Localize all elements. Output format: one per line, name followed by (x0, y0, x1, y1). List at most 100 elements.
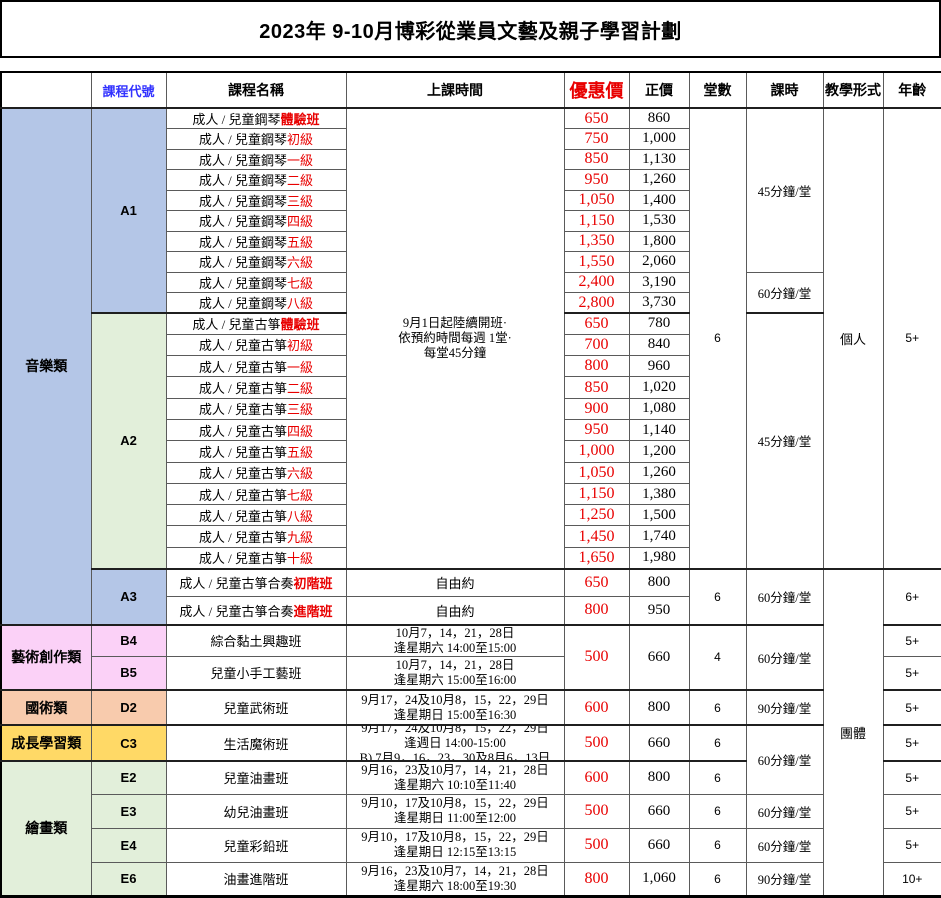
course-name-cell: 成人 / 兒童古箏合奏初階班 (165, 567, 347, 598)
course-code-a3: A3 (90, 567, 167, 626)
schedule-line: 逢星期六 10:10至11:40 (393, 777, 517, 792)
lessons-count-cell: 6 (688, 827, 747, 863)
regular-price-cell: 660 (628, 623, 690, 691)
course-name-prefix: 成人 / 兒童古箏 (192, 317, 281, 333)
course-level-label: 八級 (287, 508, 314, 524)
regular-price-cell: 1,500 (628, 504, 690, 527)
duration-cell: 60分鐘/堂 (745, 567, 824, 626)
duration-cell: 60分鐘/堂 (745, 623, 824, 691)
course-table: 課程代號 課程名稱 上課時間 優惠價 正價 堂數 課時 教學形式 年齡 音樂類 … (0, 71, 941, 898)
table-row: 國術類 D2 兒童武術班 9月17，24及10月8，15，22，29日 逢星期日 … (0, 689, 941, 726)
lessons-count-cell: 6 (688, 861, 747, 897)
regular-price-cell: 1,080 (628, 397, 690, 420)
course-name-prefix: 成人 / 兒童鋼琴 (198, 173, 288, 189)
discount-price-cell: 850 (563, 376, 630, 399)
duration-cell: 60分鐘/堂 (745, 724, 824, 795)
table-row: E3 幼兒油畫班 9月10，17及10月8，15，22，29日 逢星期日 11:0… (1, 793, 941, 829)
discount-price-cell: 1,150 (563, 482, 630, 506)
duration-cell: 45分鐘/堂 (745, 312, 824, 570)
age-cell: 5+ (882, 724, 941, 762)
teaching-format-individual-cell: 個人 (822, 107, 884, 570)
course-name-prefix: 成人 / 兒童鋼琴 (198, 214, 288, 230)
course-name-cell: 兒童油畫班 (165, 760, 347, 795)
course-level-label: 初級 (287, 132, 314, 148)
discount-price-cell: 600 (563, 760, 630, 795)
regular-price-cell: 950 (628, 596, 690, 626)
table-row: 成人 / 兒童古箏七級 1,150 1,380 (1, 482, 941, 506)
schedule-cell: 9月16，23及10月7，14，21，28日 逢星期六 18:00至19:30 (345, 861, 565, 897)
lessons-count-cell: 6 (688, 567, 747, 626)
regular-price-cell: 660 (628, 724, 690, 762)
regular-price-cell: 1,000 (628, 128, 690, 150)
course-level-label: 七級 (287, 487, 314, 503)
schedule-cell: 9月17，24及10月8，15，22，29日 逢週日 14:00-15:00 B) … (345, 724, 565, 762)
course-name-cell: 成人 / 兒童古箏八級 (165, 504, 347, 527)
course-level-label: 二級 (287, 173, 314, 189)
schedule-line: 逢星期六 14:00至15:00 (393, 640, 517, 655)
course-name-prefix: 成人 / 兒童古箏 (198, 402, 288, 418)
schedule-line: 逢星期六 18:00至19:30 (393, 878, 517, 893)
discount-price-cell: 750 (563, 128, 630, 150)
course-name-cell: 綜合黏土興趣班 (165, 623, 347, 657)
course-code-b4: B4 (90, 623, 167, 657)
regular-price-cell: 1,260 (628, 169, 690, 191)
discount-price-cell: 1,150 (563, 210, 630, 232)
regular-price-cell: 660 (628, 827, 690, 863)
category-painting: 繪畫類 (0, 760, 92, 897)
age-cell: 5+ (882, 623, 941, 657)
header-duration: 課時 (745, 71, 824, 109)
course-level-label: 二級 (287, 381, 314, 397)
discount-price-cell: 1,450 (563, 525, 630, 548)
course-name-cell: 油畫進階班 (165, 861, 347, 897)
regular-price-cell: 800 (628, 567, 690, 598)
regular-price-cell: 1,060 (628, 861, 690, 897)
course-name-cell: 成人 / 兒童古箏三級 (165, 397, 347, 420)
course-code-e4: E4 (90, 827, 167, 863)
document-title-box: 2023年 9-10月博彩從業員文藝及親子學習計劃 (0, 0, 941, 58)
table-row: 成人 / 兒童古箏二級 850 1,020 (1, 376, 941, 399)
course-name-prefix: 成人 / 兒童古箏合奏 (179, 576, 294, 592)
age-cell: 6+ (882, 567, 941, 626)
course-name-cell: 生活魔術班 (165, 724, 347, 762)
discount-price-cell: 950 (563, 169, 630, 191)
table-row: 成人 / 兒童古箏三級 900 1,080 (1, 397, 941, 420)
course-level-label: 進階班 (293, 603, 333, 619)
course-name-cell: 成人 / 兒童鋼琴八級 (165, 292, 347, 314)
discount-price-cell: 500 (563, 724, 630, 762)
regular-price-cell: 1,800 (628, 230, 690, 252)
discount-price-cell: 500 (563, 793, 630, 829)
table-row: 成人 / 兒童鋼琴五級 1,350 1,800 (1, 230, 941, 252)
course-name-prefix: 成人 / 兒童鋼琴 (198, 275, 288, 291)
teaching-format-group-cell: 團體 (822, 567, 884, 897)
course-level-label: 五級 (287, 444, 314, 460)
table-row: 成人 / 兒童古箏六級 1,050 1,260 (1, 461, 941, 484)
lessons-count-cell: 6 (688, 793, 747, 829)
course-level-label: 體驗班 (280, 317, 320, 333)
course-name-cell: 成人 / 兒童鋼琴一級 (165, 148, 347, 170)
course-name-prefix: 成人 / 兒童古箏 (198, 359, 288, 375)
table-row: E4 兒童彩鉛班 9月10，17及10月8，15，22，29日 逢星期日 12:1… (1, 827, 941, 863)
regular-price-cell: 1,980 (628, 546, 690, 570)
duration-cell: 45分鐘/堂 (745, 107, 824, 273)
schedule-cell: 9月16，23及10月7，14，21，28日 逢星期六 10:10至11:40 (345, 760, 565, 795)
course-name-cell: 成人 / 兒童古箏六級 (165, 461, 347, 484)
duration-cell: 60分鐘/堂 (745, 827, 824, 863)
course-code-d2: D2 (90, 689, 167, 726)
age-cell: 10+ (882, 861, 941, 897)
table-row: 成人 / 兒童鋼琴初級 750 1,000 (1, 128, 941, 150)
course-level-label: 六級 (287, 466, 314, 482)
schedule-line: 9月16，23及10月7，14，21，28日 (361, 863, 549, 878)
schedule-line: 9月10，17及10月8，15，22，29日 (361, 830, 549, 845)
course-level-label: 四級 (287, 423, 314, 439)
age-cell: 5+ (882, 760, 941, 795)
schedule-cell: 9月10，17及10月8，15，22，29日 逢星期日 12:15至13:15 (345, 827, 565, 863)
lessons-count-cell: 6 (688, 724, 747, 762)
course-level-label: 初階班 (293, 576, 333, 592)
category-martial: 國術類 (0, 689, 92, 726)
course-name-prefix: 成人 / 兒童鋼琴 (198, 132, 288, 148)
course-name-cell: 成人 / 兒童鋼琴二級 (165, 169, 347, 191)
schedule-clip: 9月17，24及10月8，15，22，29日 逢週日 14:00-15:00 B) … (347, 727, 563, 760)
course-name-cell: 成人 / 兒童鋼琴三級 (165, 189, 347, 211)
regular-price-cell: 1,740 (628, 525, 690, 548)
regular-price-cell: 1,200 (628, 440, 690, 463)
